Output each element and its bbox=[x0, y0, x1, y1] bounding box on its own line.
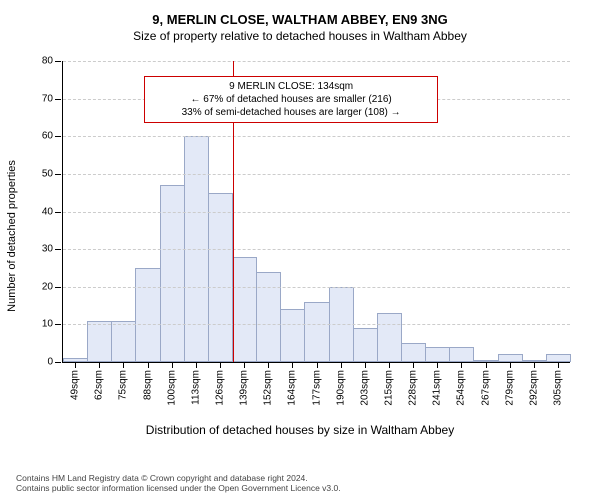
x-tick bbox=[148, 362, 149, 368]
y-tick bbox=[55, 249, 61, 250]
footer-line-1: Contains HM Land Registry data © Crown c… bbox=[16, 473, 584, 484]
chart-title: 9, MERLIN CLOSE, WALTHAM ABBEY, EN9 3NG bbox=[16, 12, 584, 27]
x-tick-label: 254sqm bbox=[456, 370, 467, 406]
x-tick bbox=[220, 362, 221, 368]
attribution-footer: Contains HM Land Registry data © Crown c… bbox=[16, 473, 584, 494]
histogram-bar bbox=[377, 313, 402, 362]
x-tick-label: 279sqm bbox=[504, 370, 515, 406]
x-tick bbox=[317, 362, 318, 368]
x-tick bbox=[534, 362, 535, 368]
histogram-bar bbox=[87, 321, 112, 362]
x-tick bbox=[172, 362, 173, 368]
y-tick-label: 70 bbox=[42, 93, 53, 104]
y-tick bbox=[55, 212, 61, 213]
x-tick bbox=[389, 362, 390, 368]
x-tick-label: 49sqm bbox=[70, 370, 81, 400]
histogram-bar bbox=[111, 321, 136, 362]
histogram-bar bbox=[401, 343, 426, 362]
x-tick-label: 62sqm bbox=[94, 370, 105, 400]
x-tick-label: 190sqm bbox=[335, 370, 346, 406]
x-tick-label: 228sqm bbox=[408, 370, 419, 406]
y-tick bbox=[55, 99, 61, 100]
x-tick-label: 203sqm bbox=[359, 370, 370, 406]
x-tick bbox=[413, 362, 414, 368]
chart-area: Number of detached properties 0102030405… bbox=[16, 51, 576, 421]
x-tick bbox=[558, 362, 559, 368]
x-tick-label: 292sqm bbox=[528, 370, 539, 406]
x-tick-label: 164sqm bbox=[287, 370, 298, 406]
x-tick bbox=[196, 362, 197, 368]
x-tick bbox=[461, 362, 462, 368]
x-tick bbox=[244, 362, 245, 368]
histogram-bar bbox=[208, 193, 233, 362]
x-tick-label: 126sqm bbox=[214, 370, 225, 406]
histogram-bar bbox=[498, 354, 523, 362]
y-tick-label: 10 bbox=[42, 319, 53, 330]
x-tick bbox=[437, 362, 438, 368]
y-tick-label: 30 bbox=[42, 244, 53, 255]
grid-line bbox=[63, 61, 570, 62]
x-tick bbox=[341, 362, 342, 368]
histogram-bar bbox=[353, 328, 378, 362]
grid-line bbox=[63, 324, 570, 325]
y-tick-label: 50 bbox=[42, 168, 53, 179]
x-tick bbox=[123, 362, 124, 368]
y-tick bbox=[55, 287, 61, 288]
x-tick-label: 177sqm bbox=[311, 370, 322, 406]
annotation-line-1: 9 MERLIN CLOSE: 134sqm bbox=[151, 80, 431, 93]
y-tick-label: 60 bbox=[42, 131, 53, 142]
x-tick-label: 215sqm bbox=[383, 370, 394, 406]
annotation-line-2: ← 67% of detached houses are smaller (21… bbox=[151, 93, 431, 106]
y-tick-label: 40 bbox=[42, 206, 53, 217]
y-tick bbox=[55, 61, 61, 62]
x-axis-label: Distribution of detached houses by size … bbox=[16, 423, 584, 437]
chart-container: 9, MERLIN CLOSE, WALTHAM ABBEY, EN9 3NG … bbox=[0, 0, 600, 500]
x-tick bbox=[75, 362, 76, 368]
x-tick bbox=[510, 362, 511, 368]
y-tick-label: 20 bbox=[42, 281, 53, 292]
histogram-bar bbox=[425, 347, 450, 362]
histogram-bar bbox=[135, 268, 160, 362]
grid-line bbox=[63, 249, 570, 250]
x-tick-label: 267sqm bbox=[480, 370, 491, 406]
x-tick bbox=[99, 362, 100, 368]
y-tick bbox=[55, 136, 61, 137]
grid-line bbox=[63, 287, 570, 288]
grid-line bbox=[63, 136, 570, 137]
x-tick bbox=[268, 362, 269, 368]
x-tick-label: 113sqm bbox=[190, 370, 201, 405]
chart-subtitle: Size of property relative to detached ho… bbox=[16, 29, 584, 43]
histogram-bar bbox=[232, 257, 257, 362]
y-tick bbox=[55, 174, 61, 175]
x-tick-label: 75sqm bbox=[118, 370, 129, 400]
histogram-bar bbox=[304, 302, 329, 362]
grid-line bbox=[63, 212, 570, 213]
x-tick-label: 241sqm bbox=[432, 370, 443, 406]
y-tick-label: 0 bbox=[47, 357, 53, 368]
annotation-box: 9 MERLIN CLOSE: 134sqm← 67% of detached … bbox=[144, 76, 438, 123]
y-tick bbox=[55, 362, 61, 363]
grid-line bbox=[63, 174, 570, 175]
y-tick bbox=[55, 324, 61, 325]
x-tick bbox=[365, 362, 366, 368]
x-tick-label: 100sqm bbox=[166, 370, 177, 406]
x-tick bbox=[486, 362, 487, 368]
y-tick-label: 80 bbox=[42, 56, 53, 67]
footer-line-2: Contains public sector information licen… bbox=[16, 483, 584, 494]
histogram-bar bbox=[449, 347, 474, 362]
x-tick-label: 305sqm bbox=[552, 370, 563, 406]
plot-area: 0102030405060708049sqm62sqm75sqm88sqm100… bbox=[62, 61, 570, 363]
x-tick bbox=[292, 362, 293, 368]
x-tick-label: 139sqm bbox=[239, 370, 250, 406]
x-tick-label: 152sqm bbox=[263, 370, 274, 406]
histogram-bar bbox=[256, 272, 281, 362]
annotation-line-3: 33% of semi-detached houses are larger (… bbox=[151, 106, 431, 119]
x-tick-label: 88sqm bbox=[142, 370, 153, 400]
histogram-bar bbox=[280, 309, 305, 362]
y-axis-label: Number of detached properties bbox=[6, 160, 18, 312]
histogram-bar bbox=[546, 354, 571, 362]
